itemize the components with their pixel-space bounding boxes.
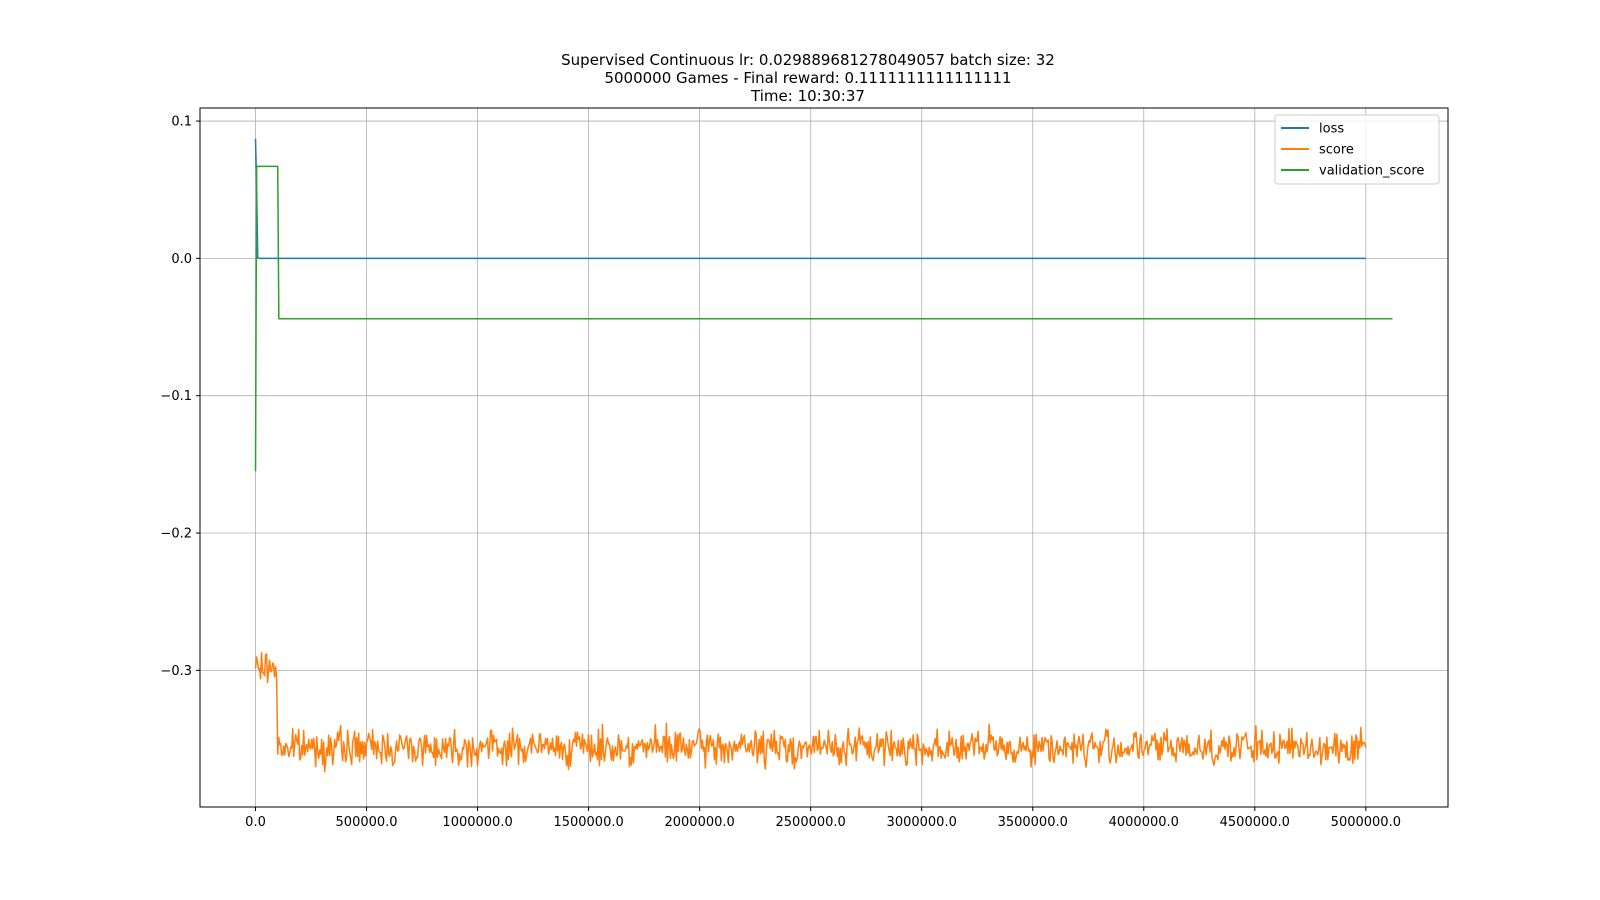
legend-label-validation-score: validation_score: [1319, 164, 1424, 179]
x-axis: 0.0 500000.0 1000000.0 1500000.0 2000000.0 25…: [245, 807, 1401, 830]
x-tick-label: 5000000.0: [1331, 815, 1401, 830]
legend-box: [1274, 114, 1440, 185]
x-tick-label: 4000000.0: [1109, 815, 1179, 830]
series-lines: [254, 138, 1393, 773]
x-tick-label: 4500000.0: [1220, 815, 1290, 830]
chart-title: Supervised Continuous lr: 0.029889681278…: [561, 51, 1055, 105]
x-tick-label: 2000000.0: [664, 815, 734, 830]
y-tick-label: 0.1: [171, 115, 192, 130]
y-tick-label: −0.3: [160, 664, 192, 679]
y-axis: 0.1 0.0 −0.1 −0.2 −0.3: [160, 115, 200, 679]
y-tick-label: 0.0: [171, 252, 192, 267]
legend-label-loss: loss: [1319, 122, 1344, 137]
series-line-validation-score: [254, 165, 1393, 472]
x-tick-label: 3500000.0: [998, 815, 1068, 830]
x-tick-label: 0.0: [245, 815, 266, 830]
x-tick-label: 500000.0: [336, 815, 398, 830]
y-tick-label: −0.1: [160, 389, 192, 404]
grid: [200, 108, 1448, 807]
title-line-1: Supervised Continuous lr: 0.029889681278…: [561, 51, 1055, 69]
x-tick-label: 1000000.0: [442, 815, 512, 830]
x-tick-label: 3000000.0: [887, 815, 957, 830]
y-tick-label: −0.2: [160, 527, 192, 542]
title-line-3: Time: 10:30:37: [750, 87, 865, 105]
legend-label-score: score: [1319, 143, 1354, 158]
x-tick-label: 2500000.0: [776, 815, 846, 830]
plot-frame: [199, 107, 1449, 808]
title-line-2: 5000000 Games - Final reward: 0.11111111…: [604, 69, 1011, 87]
legend: loss score validation_score: [1274, 114, 1440, 185]
x-tick-label: 1500000.0: [553, 815, 623, 830]
series-line-score: [254, 651, 1367, 773]
